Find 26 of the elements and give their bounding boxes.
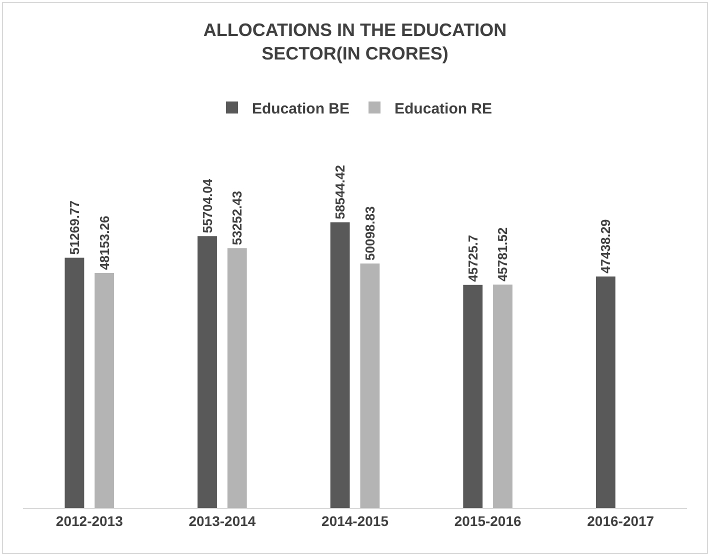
x-tick-label: 2012-2013 bbox=[56, 512, 124, 529]
chart-title: ALLOCATIONS IN THE EDUCATION SECTOR(IN CRORES) bbox=[203, 20, 507, 64]
data-label: 55704.04 bbox=[200, 178, 215, 234]
data-label: 53252.43 bbox=[230, 190, 245, 246]
data-label: 45725.7 bbox=[465, 234, 480, 282]
data-label: 58544.42 bbox=[332, 165, 348, 220]
legend-label: Education BE bbox=[252, 100, 350, 118]
data-label: 45781.52 bbox=[495, 227, 510, 282]
x-tick-label: 2016-2017 bbox=[587, 512, 654, 529]
bar bbox=[198, 236, 217, 508]
legend-label: Education RE bbox=[394, 100, 492, 118]
bar bbox=[493, 284, 512, 508]
bar bbox=[330, 222, 350, 508]
x-tick-label: 2015-2016 bbox=[454, 512, 522, 529]
bar bbox=[64, 258, 84, 508]
data-label: 47438.29 bbox=[598, 219, 614, 274]
data-label: 48153.26 bbox=[96, 216, 112, 270]
bar bbox=[360, 264, 380, 508]
x-tick-label: 2014-2015 bbox=[322, 512, 389, 529]
data-label: 51269.77 bbox=[66, 200, 82, 255]
x-tick-label: 2013-2014 bbox=[188, 512, 256, 529]
bar bbox=[596, 276, 616, 508]
bar bbox=[94, 273, 114, 508]
bar bbox=[463, 284, 483, 508]
bar bbox=[227, 248, 247, 508]
data-label: 50098.83 bbox=[362, 206, 378, 260]
